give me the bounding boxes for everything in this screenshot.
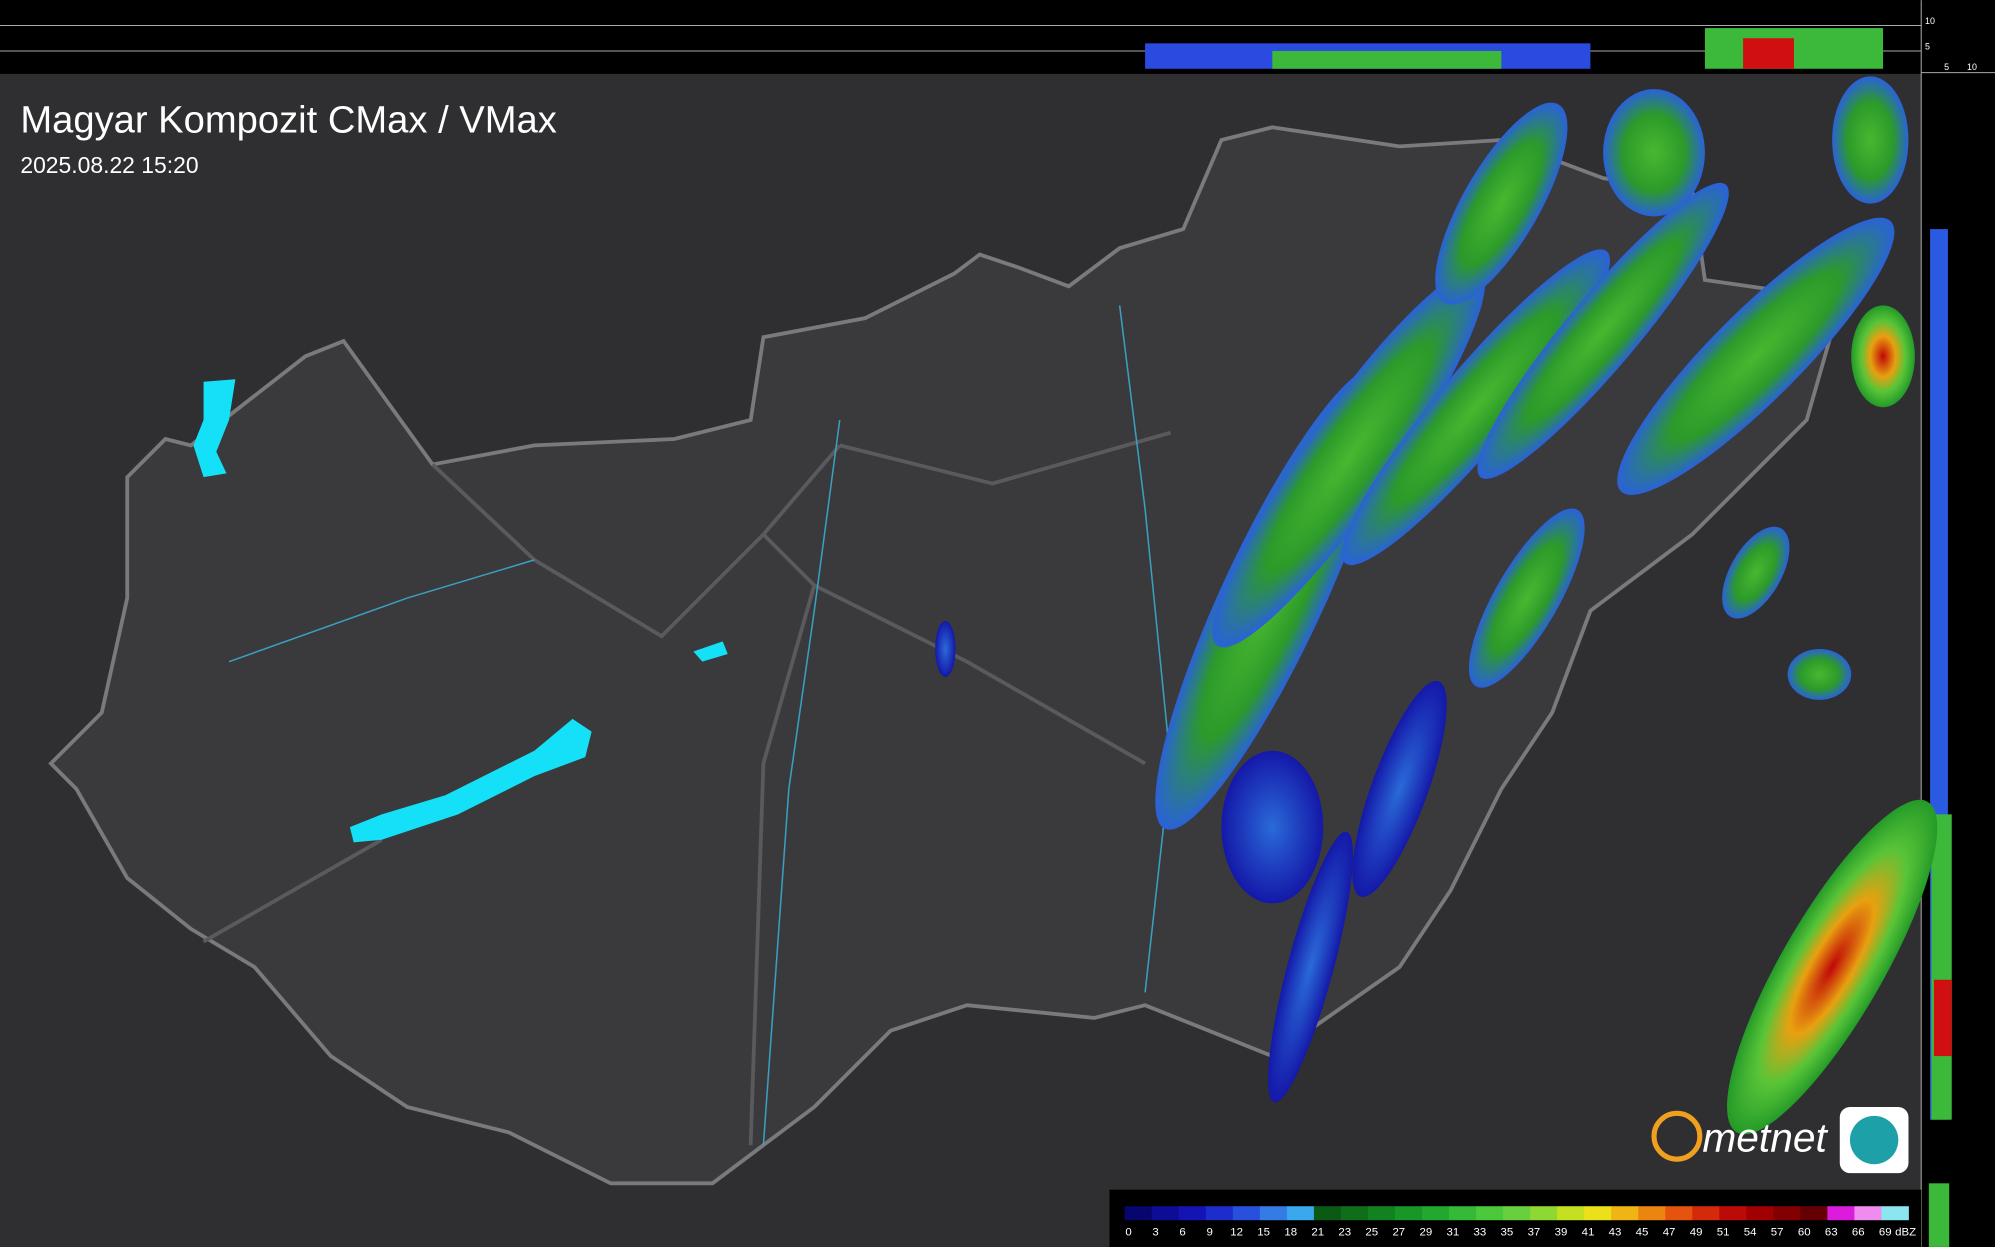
legend-label: 33: [1474, 1226, 1487, 1238]
legend-swatch: [1719, 1206, 1747, 1221]
echo: [1352, 680, 1447, 897]
legend-swatch: [1232, 1206, 1261, 1221]
logo: metnet: [1651, 1106, 1909, 1174]
profile-label: 5: [1944, 62, 1949, 72]
legend-swatch: [1584, 1206, 1612, 1221]
legend-swatch: [1773, 1206, 1801, 1221]
profile-echo: [1743, 38, 1794, 69]
legend-swatch: [1340, 1206, 1369, 1221]
legend-swatch: [1503, 1206, 1531, 1221]
echo: [1268, 831, 1353, 1103]
profile-label: 10: [1925, 16, 1935, 26]
echo: [935, 620, 956, 677]
echo: [1832, 76, 1909, 204]
legend-label: 39: [1555, 1226, 1568, 1238]
road: [202, 430, 1172, 1146]
legend-swatch: [1367, 1206, 1396, 1221]
legend-label: 41: [1582, 1226, 1595, 1238]
legend-swatch: [1692, 1206, 1720, 1221]
legend-label: 29: [1419, 1226, 1432, 1238]
echo: [1435, 102, 1568, 305]
echo: [1722, 526, 1790, 619]
map-title: Magyar Kompozit CMax / VMax: [20, 98, 556, 141]
legend-swatch: [1746, 1206, 1774, 1221]
legend-label: 3: [1152, 1226, 1158, 1238]
legend-swatch: [1286, 1206, 1315, 1221]
legend-swatch: [1476, 1206, 1504, 1221]
legend-label: 63: [1825, 1226, 1838, 1238]
legend-label: 23: [1338, 1226, 1351, 1238]
echo: [1212, 268, 1485, 648]
legend-label: 0: [1125, 1226, 1131, 1238]
profile-echo: [1931, 814, 1952, 1120]
legend-label: 60: [1798, 1226, 1811, 1238]
legend: 0 3 6 9 12 15 18 21 23 25 27 29 31 33 35 37 39 41 43 45 47 49…: [1124, 1206, 1916, 1238]
legend-label: 25: [1365, 1226, 1378, 1238]
legend-label: 9: [1206, 1226, 1212, 1238]
profile-echo: [1272, 50, 1502, 69]
profile-label: 5: [1925, 42, 1930, 52]
legend-label: 69: [1879, 1226, 1892, 1238]
legend-swatch: [1557, 1206, 1585, 1221]
profile-label: 10: [1967, 62, 1977, 72]
echo: [1468, 508, 1585, 688]
echo: [1603, 89, 1705, 217]
legend-label: 12: [1230, 1226, 1243, 1238]
logo-swirl: [1849, 1115, 1899, 1165]
legend-swatch: [1394, 1206, 1423, 1221]
river: [228, 305, 1172, 1146]
legend-swatch: [1881, 1206, 1909, 1221]
lake: [693, 641, 728, 662]
timestamp: 2025.08.22 15:20: [20, 152, 198, 178]
echo: [1617, 217, 1895, 495]
legend-label: 27: [1392, 1226, 1405, 1238]
legend-swatch: [1800, 1206, 1828, 1221]
legend-label: 37: [1528, 1226, 1541, 1238]
radar-echoes: [935, 76, 1938, 1135]
legend-swatch: [1611, 1206, 1639, 1221]
legend-label: 51: [1717, 1226, 1730, 1238]
legend-label: 49: [1690, 1226, 1703, 1238]
legend-swatch: [1827, 1206, 1855, 1221]
legend-unit: dBZ: [1895, 1226, 1916, 1238]
echo: [1727, 799, 1938, 1135]
legend-swatch: [1530, 1206, 1558, 1221]
legend-label: 35: [1501, 1226, 1514, 1238]
lake: [193, 379, 236, 478]
echo: [1787, 648, 1852, 700]
legend-swatch: [1422, 1206, 1450, 1221]
profile-echo: [1933, 979, 1952, 1057]
legend-label: 54: [1744, 1226, 1757, 1238]
legend-label: 6: [1179, 1226, 1185, 1238]
legend-swatch: [1313, 1206, 1342, 1221]
legend-swatch: [1449, 1206, 1477, 1221]
legend-label: 66: [1852, 1226, 1865, 1238]
echo: [1341, 249, 1610, 566]
profile-echo: [1928, 1183, 1950, 1247]
legend-swatch: [1124, 1206, 1153, 1221]
legend-label: 15: [1257, 1226, 1270, 1238]
legend-label: 47: [1663, 1226, 1676, 1238]
echo: [1221, 750, 1324, 904]
legend-label: 45: [1636, 1226, 1649, 1238]
echo: [1851, 305, 1915, 408]
legend-label: 21: [1311, 1226, 1324, 1238]
legend-label: 57: [1771, 1226, 1784, 1238]
logo-text: metnet: [1702, 1115, 1828, 1161]
echo: [1477, 182, 1729, 479]
lake: [349, 718, 592, 843]
legend-swatch: [1259, 1206, 1288, 1221]
legend-swatch: [1854, 1206, 1882, 1221]
logo-sun: [1651, 1110, 1703, 1162]
legend-swatch: [1205, 1206, 1234, 1221]
legend-label: 18: [1284, 1226, 1297, 1238]
legend-label: 43: [1609, 1226, 1622, 1238]
legend-label: 31: [1446, 1226, 1459, 1238]
legend-swatch: [1178, 1206, 1207, 1221]
legend-swatch: [1665, 1206, 1693, 1221]
legend-swatch: [1151, 1206, 1180, 1221]
legend-swatch: [1638, 1206, 1666, 1221]
